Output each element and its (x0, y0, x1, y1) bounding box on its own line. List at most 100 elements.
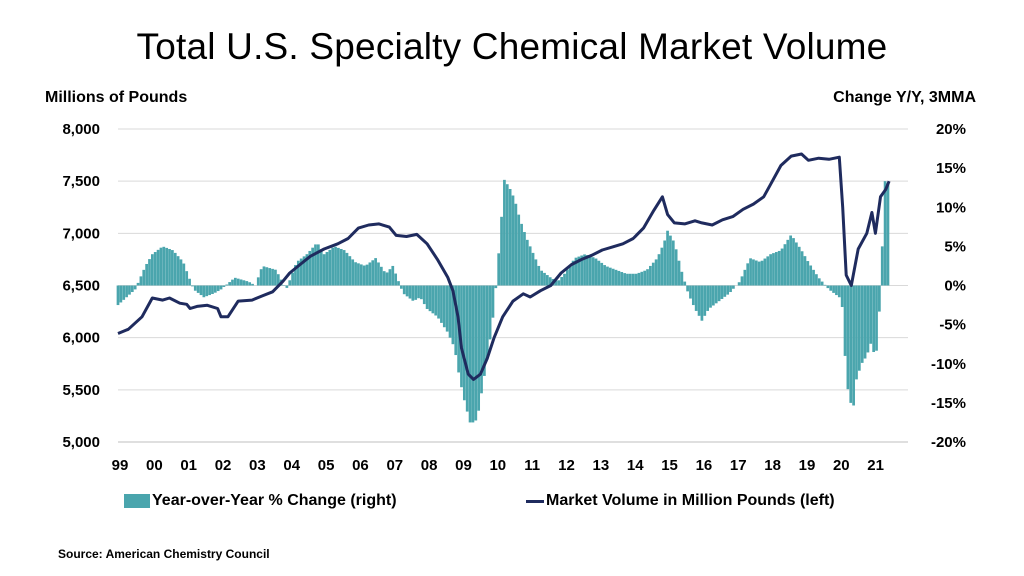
yoy-bar (368, 262, 372, 286)
yoy-bar (697, 285, 701, 316)
yoy-bar (680, 271, 684, 286)
right-tick-label: -20% (931, 434, 966, 451)
yoy-bar (803, 256, 807, 286)
yoy-bar (878, 285, 881, 312)
yoy-bar (797, 246, 801, 286)
yoy-bar (365, 264, 369, 286)
yoy-bar (374, 258, 377, 286)
yoy-bar (737, 282, 741, 286)
yoy-bar (674, 249, 678, 286)
x-tick-label: 14 (627, 457, 644, 474)
yoy-bar (348, 256, 352, 286)
yoy-bar (317, 244, 320, 286)
yoy-bar (505, 184, 509, 286)
yoy-bar (671, 240, 675, 286)
yoy-bar (746, 263, 750, 286)
yoy-bar (537, 265, 541, 286)
yoy-bar (213, 285, 217, 293)
x-tick-label: 99 (112, 457, 129, 474)
yoy-bar (305, 254, 309, 286)
yoy-bar (883, 181, 887, 286)
yoy-bar (176, 256, 180, 286)
yoy-bar (657, 254, 661, 286)
yoy-bar (786, 239, 790, 286)
x-tick-label: 08 (421, 457, 438, 474)
yoy-bar (442, 285, 446, 328)
yoy-bar (357, 263, 360, 286)
yoy-bar (777, 250, 781, 286)
yoy-bar (772, 253, 775, 286)
yoy-bar (242, 280, 246, 286)
right-tick-labels: 20% 15% 10% 5% 0% -5% -10% -15% -20% (931, 121, 966, 451)
yoy-bar (156, 249, 160, 286)
yoy-bar (408, 285, 412, 299)
yoy-bar (148, 259, 151, 286)
yoy-bar (880, 246, 884, 286)
yoy-bar (130, 285, 134, 293)
yoy-bar (179, 259, 183, 286)
yoy-bar (202, 285, 206, 298)
yoy-bar (866, 285, 870, 353)
yoy-bar (686, 285, 689, 292)
right-tick-label: 10% (936, 199, 966, 216)
yoy-bar (846, 285, 850, 390)
yoy-bar (732, 285, 735, 289)
yoy-bar (520, 223, 523, 286)
yoy-bar (371, 260, 375, 286)
yoy-bar (628, 273, 632, 286)
yoy-bar (663, 240, 667, 286)
yoy-bar (666, 230, 669, 286)
yoy-bar (477, 285, 481, 411)
left-axis-label: Millions of Pounds (45, 89, 188, 106)
legend-swatch-bars (124, 494, 150, 508)
yoy-bar (531, 252, 535, 286)
x-tick-label: 00 (146, 457, 163, 474)
yoy-bar (654, 259, 658, 286)
yoy-bar (580, 255, 584, 286)
yoy-bar (720, 285, 724, 299)
right-tick-label: -10% (931, 356, 966, 373)
x-tick-label: 18 (764, 457, 781, 474)
yoy-bar (420, 285, 423, 300)
yoy-bar (231, 279, 234, 286)
legend-label-bars: Year-over-Year % Change (right) (152, 492, 397, 509)
line-series-group (117, 152, 891, 381)
bar-series (116, 179, 890, 423)
yoy-bar (677, 260, 681, 286)
yoy-bar (591, 257, 595, 286)
yoy-bar (651, 262, 655, 286)
yoy-bar (362, 265, 366, 286)
yoy-bar (128, 285, 131, 295)
yoy-bar (729, 285, 732, 293)
yoy-bar (806, 261, 810, 286)
yoy-bar (483, 285, 486, 376)
yoy-bar (643, 270, 647, 286)
yoy-bar (448, 285, 452, 338)
yoy-bar (468, 285, 472, 423)
left-tick-label: 7,000 (62, 225, 100, 242)
x-tick-label: 15 (661, 457, 678, 474)
yoy-bar (669, 235, 672, 286)
yoy-bar (339, 248, 343, 286)
yoy-bar (608, 267, 612, 286)
yoy-bar (382, 271, 386, 286)
x-tick-label: 10 (489, 457, 506, 474)
yoy-bar (757, 261, 761, 286)
yoy-bar (236, 278, 240, 286)
yoy-bar (774, 252, 778, 286)
yoy-bar (554, 280, 558, 286)
yoy-bar (262, 266, 266, 286)
yoy-bar (322, 254, 326, 286)
yoy-bar (385, 272, 389, 286)
yoy-bar (769, 254, 772, 286)
yoy-bar (296, 260, 300, 286)
yoy-bar (611, 268, 615, 286)
yoy-bar (311, 247, 314, 286)
yoy-bar (860, 285, 864, 363)
yoy-bar (388, 269, 392, 286)
yoy-bar (239, 279, 243, 286)
yoy-bar (869, 285, 873, 344)
yoy-bar (136, 282, 140, 286)
yoy-bar (780, 248, 784, 286)
yoy-bar (182, 263, 186, 286)
